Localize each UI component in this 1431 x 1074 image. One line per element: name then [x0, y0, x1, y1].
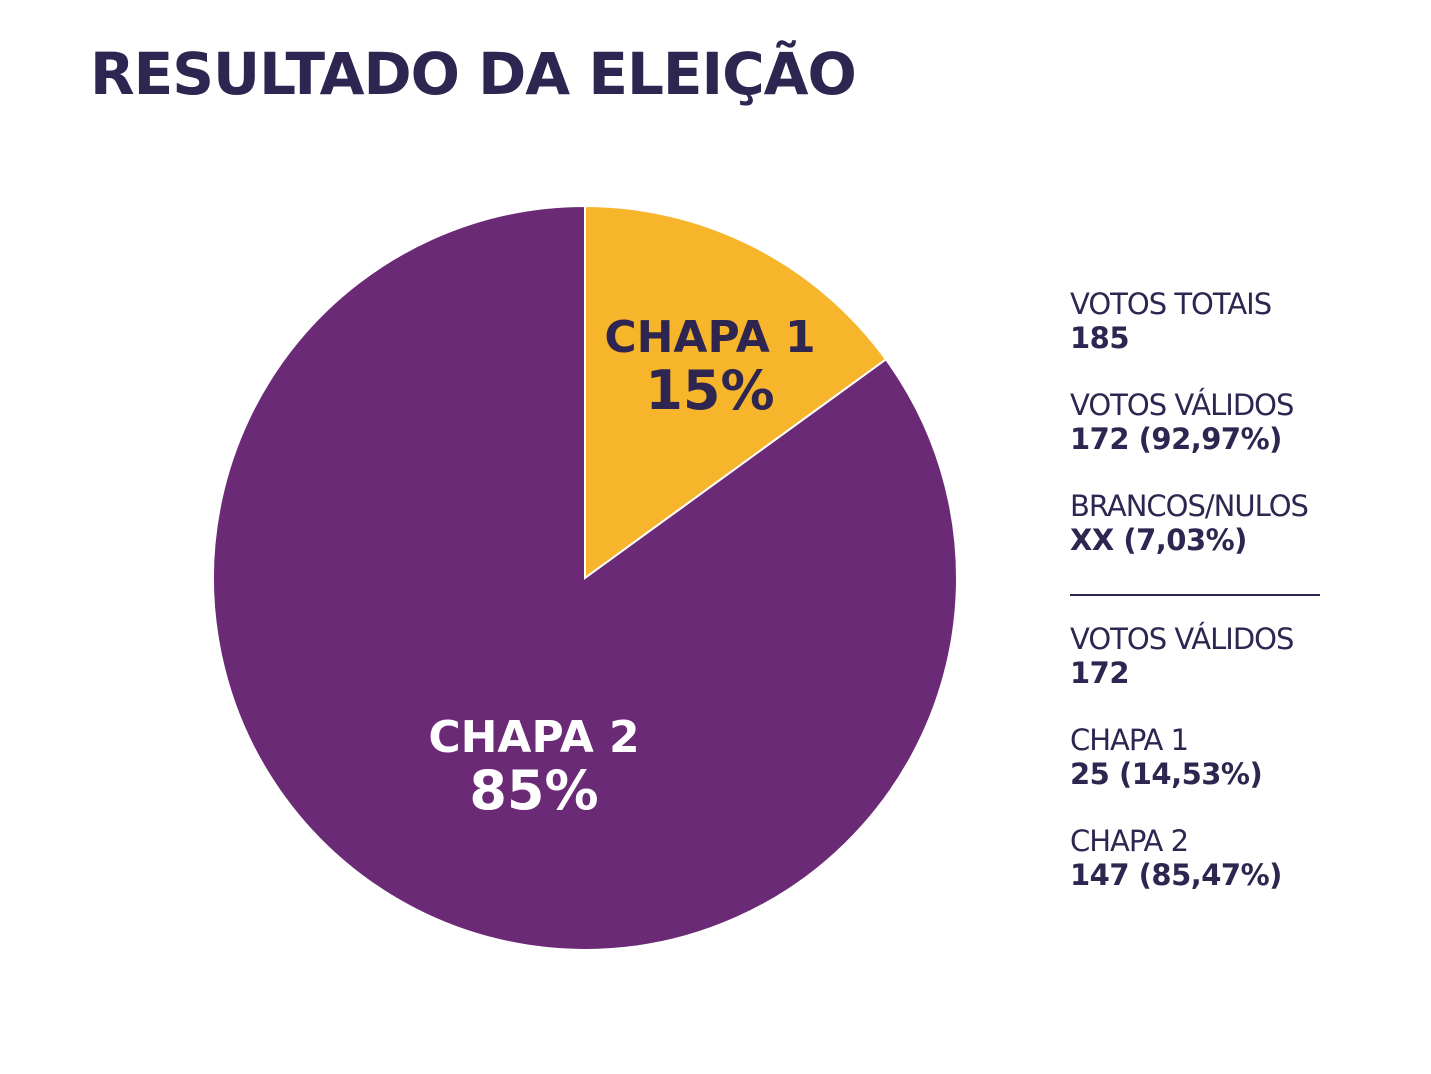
pie-slice-chapa-1	[584, 204, 888, 580]
stat-label: CHAPA 1	[1070, 723, 1189, 757]
stat-chapa-1: CHAPA 1 25 (14,53%)	[1070, 723, 1390, 791]
stat-value: 147 (85,47%)	[1070, 858, 1282, 892]
stat-value: XX (7,03%)	[1070, 523, 1247, 557]
stat-chapa-2: CHAPA 2 147 (85,47%)	[1070, 824, 1390, 892]
stat-label: VOTOS TOTAIS	[1070, 287, 1272, 321]
stats-panel: VOTOS TOTAIS 185 VOTOS VÁLIDOS 172 (92,9…	[1070, 287, 1390, 892]
slice-label-name: CHAPA 2	[428, 712, 639, 763]
stat-label: VOTOS VÁLIDOS	[1070, 622, 1294, 656]
slice-label-percent: 15%	[645, 359, 774, 422]
stat-value: 172	[1070, 656, 1130, 690]
stat-blank-null: BRANCOS/NULOS XX (7,03%)	[1070, 489, 1390, 557]
stat-value: 172 (92,97%)	[1070, 422, 1282, 456]
pie-chart: CHAPA 115% CHAPA 285%	[212, 204, 958, 951]
stat-value: 25 (14,53%)	[1070, 757, 1263, 791]
page-title: RESULTADO DA ELEIÇÃO	[90, 40, 857, 108]
stat-valid-votes-breakdown: VOTOS VÁLIDOS 172	[1070, 622, 1390, 690]
stat-value: 185	[1070, 321, 1130, 355]
stat-label: CHAPA 2	[1070, 824, 1189, 858]
stat-label: BRANCOS/NULOS	[1070, 489, 1309, 523]
stat-total-votes: VOTOS TOTAIS 185	[1070, 287, 1390, 355]
slice-label-percent: 85%	[469, 759, 598, 822]
divider	[1070, 594, 1320, 596]
pie-slice-chapa-2	[212, 204, 958, 951]
stat-label: VOTOS VÁLIDOS	[1070, 388, 1294, 422]
stat-valid-votes: VOTOS VÁLIDOS 172 (92,97%)	[1070, 388, 1390, 456]
slice-label-name: CHAPA 1	[604, 312, 815, 363]
